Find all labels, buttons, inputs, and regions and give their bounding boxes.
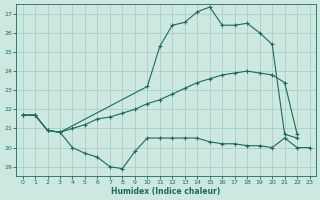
X-axis label: Humidex (Indice chaleur): Humidex (Indice chaleur) [111,187,221,196]
